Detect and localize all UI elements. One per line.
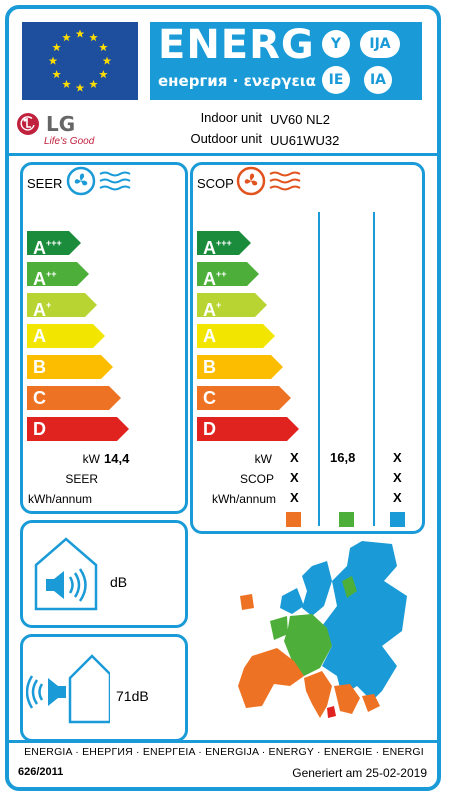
scop-scop-label: SCOP bbox=[239, 472, 274, 486]
zone-cold-scop: X bbox=[393, 470, 402, 485]
eu-star-icon bbox=[75, 83, 85, 92]
eu-star-icon bbox=[62, 79, 71, 89]
seer-kw-label: kW bbox=[82, 452, 100, 466]
zone-cold-kw: X bbox=[393, 450, 402, 465]
seer-class-arrow: D bbox=[27, 417, 129, 441]
eu-flag-icon bbox=[22, 22, 138, 100]
regulation-number: 626/2011 bbox=[18, 766, 64, 778]
footer-languages: ENERGIA · ЕНЕРГИЯ · ΕΝΕΡΓΕΙΑ · ENERGIJA … bbox=[24, 746, 424, 758]
seer-kwh-label: kWh/annum bbox=[28, 492, 93, 506]
zone-warm-kwh: X bbox=[290, 490, 299, 505]
scop-class-arrow: C bbox=[197, 386, 291, 410]
seer-class-label: A+++ bbox=[33, 238, 62, 258]
seer-class-label: C bbox=[33, 388, 46, 408]
language-badge: Y bbox=[322, 30, 350, 58]
eu-star-icon bbox=[75, 29, 85, 38]
scop-class-arrow: B bbox=[197, 355, 283, 379]
indoor-noise-panel bbox=[20, 520, 188, 628]
generated-date: Generiert am 25-02-2019 bbox=[292, 766, 427, 780]
scop-class-arrow: A+++ bbox=[197, 231, 251, 258]
scop-class-label: A++ bbox=[203, 269, 227, 289]
scop-kw-label: kW bbox=[254, 452, 272, 466]
zone-cold-kwh: X bbox=[393, 490, 402, 505]
scop-kwh-label: kWh/annum bbox=[211, 492, 276, 506]
eu-star-icon bbox=[52, 43, 61, 52]
cooling-fan-icon bbox=[66, 166, 131, 196]
eu-star-icon bbox=[48, 56, 58, 65]
indoor-speaker-icon bbox=[34, 537, 98, 611]
indoor-noise-value: dB bbox=[110, 574, 128, 590]
seer-seer-label: SEER bbox=[65, 472, 98, 486]
outdoor-speaker-icon bbox=[26, 654, 110, 724]
seer-class-label: A+ bbox=[33, 300, 52, 320]
indoor-unit-label: Indoor unit bbox=[200, 110, 262, 125]
lg-tagline: Life's Good bbox=[44, 136, 95, 147]
zone-average-kw: 16,8 bbox=[330, 450, 356, 465]
seer-class-label: A++ bbox=[33, 269, 57, 289]
label-frame bbox=[5, 5, 441, 791]
seer-panel bbox=[20, 162, 188, 514]
footer-divider bbox=[9, 740, 437, 743]
eu-star-icon bbox=[89, 79, 98, 89]
seer-class-arrow: A+ bbox=[27, 293, 97, 320]
scop-class-arrow: D bbox=[197, 417, 299, 441]
language-badge: IA bbox=[364, 66, 392, 94]
seer-class-arrow: A+++ bbox=[27, 231, 81, 258]
seer-class-label: B bbox=[33, 357, 46, 377]
lg-logo-text: LG bbox=[46, 112, 76, 136]
zone-warm-swatch bbox=[286, 512, 301, 527]
indoor-unit-value: UV60 NL2 bbox=[270, 112, 330, 127]
seer-class-label: D bbox=[33, 419, 46, 439]
seer-kw-value: 14,4 bbox=[104, 451, 130, 466]
seer-class-label: A bbox=[33, 326, 46, 346]
outdoor-noise-value: 71dB bbox=[116, 688, 149, 704]
energy-word: ENERG bbox=[158, 22, 315, 68]
seer-class-arrow: A++ bbox=[27, 262, 89, 289]
zone-average-swatch bbox=[339, 512, 354, 527]
scop-class-label: A bbox=[203, 326, 216, 346]
eu-star-icon bbox=[62, 33, 71, 42]
energy-title-box: ENERG енергия · ενεργεια Y IJA IE IA bbox=[150, 22, 422, 100]
eu-star-icon bbox=[52, 70, 61, 79]
scop-class-arrow: A++ bbox=[197, 262, 259, 289]
zone-cold-swatch bbox=[390, 512, 405, 527]
scop-class-label: A+ bbox=[203, 300, 222, 320]
scop-class-label: D bbox=[203, 419, 216, 439]
language-badge: IE bbox=[322, 66, 350, 94]
scop-panel bbox=[190, 162, 425, 534]
seer-class-arrow: A bbox=[27, 324, 105, 348]
scop-title: SCOP bbox=[197, 176, 234, 191]
heating-fan-icon bbox=[236, 166, 301, 196]
seer-class-arrow: C bbox=[27, 386, 121, 410]
scop-class-label: C bbox=[203, 388, 216, 408]
lg-logo-icon bbox=[17, 113, 39, 135]
energy-subtitle: енергия · ενεργεια bbox=[158, 72, 316, 90]
scop-class-arrow: A+ bbox=[197, 293, 267, 320]
zone-divider bbox=[318, 212, 320, 526]
header-divider bbox=[9, 153, 437, 156]
outdoor-unit-label: Outdoor unit bbox=[190, 131, 262, 146]
eu-star-icon bbox=[89, 33, 98, 42]
seer-title: SEER bbox=[27, 176, 63, 191]
eu-star-icon bbox=[99, 70, 108, 79]
eu-star-icon bbox=[102, 56, 112, 65]
europe-climate-map-icon bbox=[238, 541, 407, 718]
scop-class-arrow: A bbox=[197, 324, 275, 348]
zone-warm-scop: X bbox=[290, 470, 299, 485]
eu-star-icon bbox=[99, 43, 108, 52]
scop-class-label: A+++ bbox=[203, 238, 232, 258]
language-badge: IJA bbox=[360, 30, 400, 58]
seer-class-arrow: B bbox=[27, 355, 113, 379]
outdoor-unit-value: UU61WU32 bbox=[270, 133, 340, 148]
zone-divider bbox=[373, 212, 375, 526]
zone-warm-kw: X bbox=[290, 450, 299, 465]
scop-class-label: B bbox=[203, 357, 216, 377]
